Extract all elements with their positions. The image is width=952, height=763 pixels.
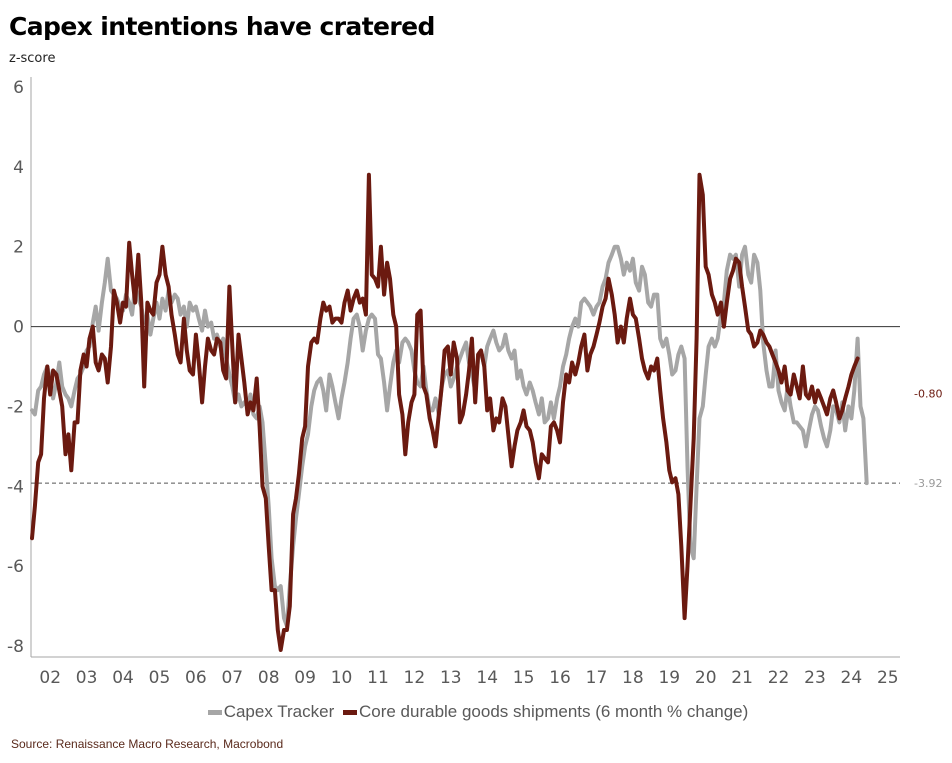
x-tick-label: 21	[731, 668, 753, 688]
end-label-core-durable: -0.80	[914, 388, 942, 401]
x-tick-label: 16	[549, 668, 571, 688]
y-tick-label: 0	[13, 318, 24, 338]
y-tick-label: -6	[7, 557, 24, 577]
x-tick-label: 05	[149, 668, 171, 688]
end-labels: -0.80 -3.92	[914, 388, 942, 491]
x-tick-label: 19	[658, 668, 680, 688]
y-tick-label: 6	[13, 78, 24, 98]
source-note: Source: Renaissance Macro Research, Macr…	[11, 737, 284, 751]
x-tick-label: 25	[877, 668, 899, 688]
x-tick-label: 22	[768, 668, 790, 688]
x-tick-label: 24	[841, 668, 863, 688]
x-tick-label: 09	[294, 668, 316, 688]
legend-label-capex-tracker: Capex Tracker	[223, 702, 335, 721]
x-tick-label: 03	[76, 668, 98, 688]
x-tick-label: 13	[440, 668, 462, 688]
x-tick-label: 02	[39, 668, 61, 688]
reference-lines	[31, 326, 900, 484]
legend: Capex Tracker Core durable goods shipmen…	[0, 702, 952, 722]
x-tick-label: 08	[258, 668, 280, 688]
x-tick-label: 14	[476, 668, 498, 688]
y-tick-label: -2	[7, 397, 24, 417]
x-tick-label: 07	[221, 668, 243, 688]
y-tick-label: -4	[7, 477, 24, 497]
series-line-capex-tracker	[30, 244, 869, 628]
x-tick-label: 23	[804, 668, 826, 688]
x-tick-label: 12	[404, 668, 426, 688]
x-tick-label: 06	[185, 668, 207, 688]
y-axis-unit-label: z-score	[9, 51, 56, 66]
x-tick-label: 11	[367, 668, 389, 688]
y-tick-label: 4	[13, 158, 24, 178]
x-tick-label: 04	[112, 668, 134, 688]
x-tick-label: 15	[513, 668, 535, 688]
end-label-capex-tracker: -3.92	[914, 477, 942, 490]
x-tick-label: 17	[586, 668, 608, 688]
series-layer	[30, 172, 869, 652]
x-tick-label: 18	[622, 668, 644, 688]
chart-title: Capex intentions have cratered	[9, 12, 435, 41]
legend-swatch-core-durable	[342, 710, 357, 716]
legend-swatch-capex-tracker	[207, 710, 222, 716]
series-line-core-durable-goods	[30, 172, 860, 652]
legend-label-core-durable: Core durable goods shipments (6 month % …	[358, 702, 749, 721]
x-tick-label: 20	[695, 668, 717, 688]
y-tick-label: -8	[7, 637, 24, 657]
y-tick-label: 2	[13, 238, 24, 258]
x-tick-label: 10	[331, 668, 353, 688]
